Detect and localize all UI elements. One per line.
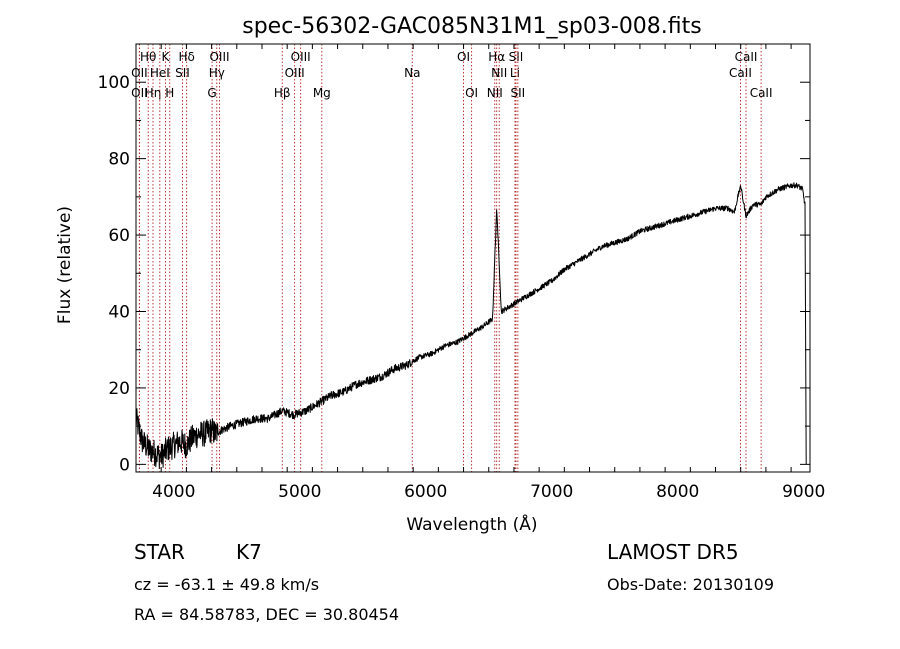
observation-date: Obs-Date: 20130109 (607, 575, 774, 594)
spectrum-line (135, 182, 807, 469)
line-label: G (207, 86, 216, 100)
x-tick-label: 9000 (782, 482, 825, 502)
x-tick-label: 4000 (152, 482, 195, 502)
y-tick-label: 60 (108, 226, 130, 246)
object-subclass: K7 (236, 540, 262, 564)
line-label: Li (510, 66, 520, 80)
line-label: SII (510, 86, 525, 100)
y-tick-label: 40 (108, 303, 130, 323)
line-label: Hη (145, 86, 162, 100)
plot-axes: 4000 5000 6000 7000 8000 9000 0 20 40 60 80 100 (98, 43, 825, 502)
line-label: SII (509, 50, 524, 64)
y-tick-label: 80 (108, 150, 130, 170)
line-label: OI (457, 50, 470, 64)
line-label: NII (491, 66, 507, 80)
line-label: OIII (291, 50, 311, 64)
chart-title: spec-56302-GAC085N31M1_sp03-008.fits (242, 14, 702, 39)
line-label: K (162, 50, 171, 64)
line-label: Hδ (178, 50, 194, 64)
x-axis-label: Wavelength (Å) (406, 513, 537, 535)
spectral-line-markers: OIIOIIHθHηHeIKHSIIHδGHγOIIIHβOIIIOIIIMgN… (131, 44, 773, 472)
y-tick-label: 0 (119, 455, 130, 475)
y-axis-label: Flux (relative) (55, 206, 75, 324)
line-label: OII (131, 66, 148, 80)
line-label: H (165, 86, 174, 100)
spectrum-series (135, 182, 807, 469)
line-label: Mg (313, 86, 331, 100)
x-tick-label: 8000 (656, 482, 699, 502)
sky-coordinates: RA = 84.58783, DEC = 30.80454 (134, 605, 399, 624)
line-label: SII (175, 66, 190, 80)
redshift-velocity: cz = -63.1 ± 49.8 km/s (134, 575, 319, 594)
line-label: HeI (150, 66, 170, 80)
line-label: OIII (209, 50, 229, 64)
x-tick-label: 6000 (404, 482, 447, 502)
plot-frame (135, 43, 811, 473)
line-label: OI (465, 86, 478, 100)
line-label: Hγ (209, 66, 225, 80)
line-label: Hβ (274, 86, 291, 100)
x-tick-label: 7000 (530, 482, 573, 502)
survey-name: LAMOST DR5 (607, 540, 739, 564)
y-tick-label: 20 (108, 379, 130, 399)
line-label: CaII (750, 86, 773, 100)
y-tick-label: 100 (98, 73, 130, 93)
line-label: Hθ (140, 50, 156, 64)
line-label: Na (404, 66, 420, 80)
line-label: OIII (285, 66, 305, 80)
line-label: NII (487, 86, 503, 100)
line-label: Hα (488, 50, 505, 64)
x-tick-label: 5000 (278, 482, 321, 502)
object-class: STAR (134, 540, 185, 564)
line-label: CaII (735, 50, 758, 64)
line-label: CaII (729, 66, 752, 80)
